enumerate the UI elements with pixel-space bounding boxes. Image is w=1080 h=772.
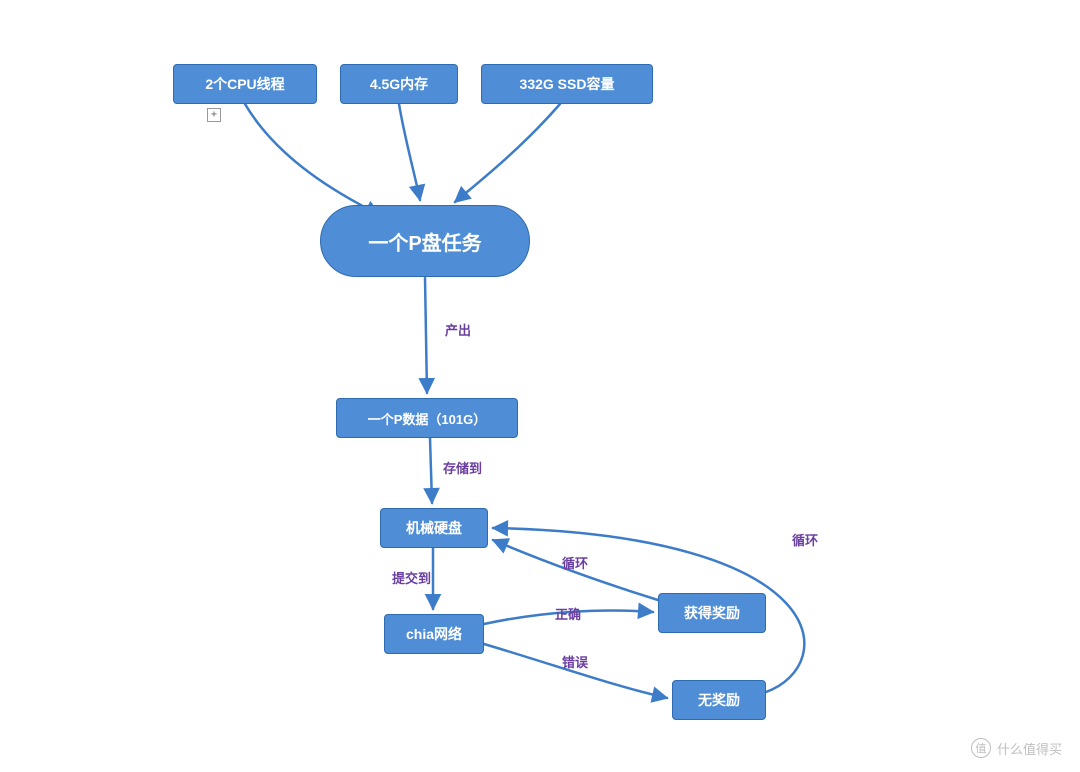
node-label: 一个P数据（101G） [368,409,486,428]
edge-cpu-to-task [245,104,380,215]
node-label: 2个CPU线程 [205,74,284,94]
watermark-text: 什么值得买 [997,739,1062,758]
node-none[interactable]: 无奖励 [672,680,766,720]
edge-label-chia-to-none: 错误 [562,652,588,671]
node-ssd[interactable]: 332G SSD容量 [481,64,653,104]
node-label: 一个P盘任务 [368,227,481,256]
node-label: 获得奖励 [684,603,740,623]
watermark-badge-icon: 值 [971,738,991,758]
edge-ram-to-task [399,104,420,200]
edge-label-chia-to-reward: 正确 [555,604,581,623]
watermark: 值 什么值得买 [971,738,1062,758]
edge-label-hdd-to-chia: 提交到 [392,568,431,587]
node-reward[interactable]: 获得奖励 [658,593,766,633]
node-pdata[interactable]: 一个P数据（101G） [336,398,518,438]
node-task[interactable]: 一个P盘任务 [320,205,530,277]
node-cpu[interactable]: 2个CPU线程 [173,64,317,104]
node-label: 机械硬盘 [406,518,462,538]
edge-label-reward-to-hdd: 循环 [562,553,588,572]
node-hdd[interactable]: 机械硬盘 [380,508,488,548]
expand-handle-icon[interactable]: + [207,108,221,122]
edge-label-none-to-hdd: 循环 [792,530,818,549]
node-ram[interactable]: 4.5G内存 [340,64,458,104]
edge-label-task-to-pdata: 产出 [445,320,471,339]
edge-task-to-pdata [425,278,427,393]
edge-ssd-to-task [455,104,560,202]
node-label: 无奖励 [698,690,740,710]
node-label: 332G SSD容量 [520,74,615,94]
node-label: 4.5G内存 [370,74,428,94]
edge-label-pdata-to-hdd: 存储到 [443,458,482,477]
edges-layer [0,0,1080,772]
edge-pdata-to-hdd [430,438,432,503]
node-chia[interactable]: chia网络 [384,614,484,654]
node-label: chia网络 [406,624,462,644]
